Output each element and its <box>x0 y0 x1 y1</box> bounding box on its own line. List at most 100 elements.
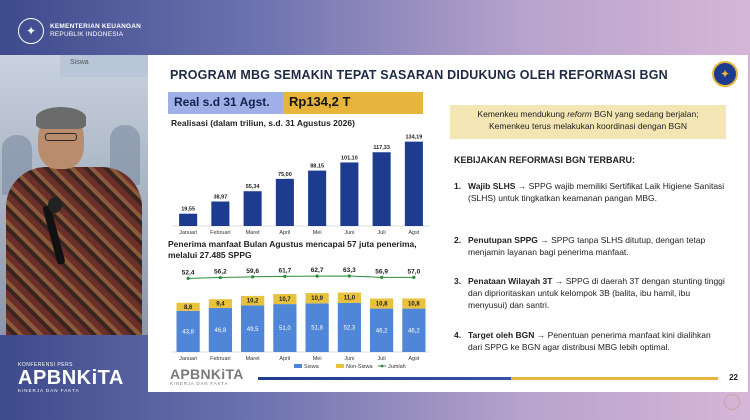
chart2-bar-siswa <box>176 310 200 352</box>
policy-heading: KEBIJAKAN REFORMASI BGN TERBARU: <box>454 155 636 165</box>
legend-swatch <box>294 364 302 368</box>
chart2-category-label: Juni <box>344 356 354 362</box>
chart2-siswa-label: 52,3 <box>344 325 356 331</box>
background-screen: Siswa <box>60 55 148 77</box>
chart2-bar-siswa <box>370 308 394 352</box>
slide-title: PROGRAM MBG SEMAKIN TEPAT SASARAN DIDUKU… <box>170 68 668 82</box>
chart1-bar <box>372 152 391 226</box>
chart2-bar-siswa <box>208 308 232 352</box>
legend-swatch <box>336 364 344 368</box>
legend-label: Jumlah <box>388 364 406 370</box>
chart1-value-label: 19,55 <box>181 207 195 213</box>
watermark-icon <box>724 394 740 410</box>
chart1-value-label: 101,10 <box>341 155 358 161</box>
policy-text: → SPPG tanpa SLHS ditutup, dengan tetap … <box>468 235 706 257</box>
chart2-bar-nonsiswa <box>370 298 394 309</box>
chart2-total-label: 62,7 <box>311 267 324 274</box>
policy-head: Penataan Wilayah 3T <box>468 276 553 286</box>
chart2-bar-siswa <box>402 308 426 352</box>
chart2-total-label: 57,0 <box>408 268 421 275</box>
chart2-total-point <box>218 275 222 280</box>
chart1-subtitle: Realisasi (dalam triliun, s.d. 31 Agustu… <box>171 118 355 128</box>
policy-item: 1. Wajib SLHS → SPPG wajib memiliki Sert… <box>454 180 726 204</box>
chart2-bar-nonsiswa <box>176 302 200 311</box>
chart1-value-label: 117,33 <box>373 145 390 151</box>
chart1-bar <box>275 178 294 226</box>
speaker-glasses <box>45 133 77 141</box>
chart2-total-line <box>188 275 414 279</box>
chart2-nonsiswa-label: 10,8 <box>376 302 388 308</box>
chart2-category-label: Mei <box>313 356 322 362</box>
legend-swatch-point <box>380 364 384 368</box>
chart2-total-label: 52,4 <box>182 269 195 276</box>
policy-number: 1. <box>454 181 462 191</box>
policy-item: 4. Target oleh BGN → Penentuan penerima … <box>454 329 726 353</box>
footer-divider <box>258 377 718 380</box>
policy-text: → SPPG wajib memiliki Sertifikat Laik Hi… <box>468 181 725 203</box>
speaker-video: Siswa <box>0 55 148 335</box>
microphone-head <box>48 197 62 213</box>
conference-logo: KONFERENSI PERS APBNKiTA KINERJA DAN FAK… <box>18 362 124 393</box>
chart2-nonsiswa-label: 9,4 <box>216 302 225 308</box>
policy-number: 4. <box>454 330 462 340</box>
chart2-total-label: 56,9 <box>375 268 388 275</box>
chart2-bar-siswa <box>305 303 329 352</box>
chart2-category-label: Juli <box>377 356 385 362</box>
policy-head: Target oleh BGN <box>468 330 535 340</box>
chart1-category-label: Januari <box>179 230 197 236</box>
chart2-nonsiswa-label: 10,8 <box>408 302 420 308</box>
chart2-bar-nonsiswa <box>273 294 297 305</box>
policy-text: → Penentuan penerima manfaat kini dialih… <box>468 330 711 352</box>
chart2-nonsiswa-label: 10,7 <box>279 297 291 303</box>
policy-text: → SPPG di daerah 3T dengan stunting ting… <box>468 276 725 310</box>
chart2-category-label: Agst <box>408 356 419 362</box>
footer-logo-tag: KINERJA DAN FAKTA <box>170 381 229 386</box>
chart2-bar-siswa <box>337 302 361 352</box>
chart1-category-label: Agst <box>408 230 419 236</box>
chart2-bar-nonsiswa <box>402 298 426 309</box>
brand-line-1: KEMENTERIAN KEUANGAN <box>50 23 142 30</box>
speaker-hair <box>36 107 86 129</box>
chart2-siswa-label: 46,2 <box>408 328 420 334</box>
chart1-value-label: 75,00 <box>278 172 292 178</box>
policy-item: 3. Penataan Wilayah 3T → SPPG di daerah … <box>454 275 726 311</box>
realization-bar-chart: 19,55 Januari 38,97 Februari 55,34 Maret 75,00… <box>172 135 430 236</box>
chart2-bar-siswa <box>273 304 297 352</box>
realization-value: Rp134,2 T <box>283 92 423 114</box>
chart1-value-label: 38,97 <box>213 195 227 201</box>
chart2-category-label: Februari <box>210 356 230 362</box>
brand-line-2: REPUBLIK INDONESIA <box>50 31 124 38</box>
chart2-total-label: 63,3 <box>343 267 356 274</box>
conference-tag: KINERJA DAN FAKTA <box>18 388 80 393</box>
chart2-nonsiswa-label: 10,2 <box>247 299 259 305</box>
chart1-category-label: April <box>279 230 290 236</box>
chart2-total-point <box>380 275 384 280</box>
beneficiaries-stacked-chart: 43,8 8,6 Januari 46,8 9,4 Februari 49,5 10,2 Mar… <box>172 267 430 370</box>
chart2-siswa-label: 46,8 <box>215 328 227 334</box>
legend-label: Non-Siswa <box>346 364 374 370</box>
policy-head: Wajib SLHS <box>468 181 516 191</box>
chart2-nonsiswa-label: 11,0 <box>344 296 356 302</box>
legend-label: Siswa <box>304 364 320 370</box>
policy-number: 3. <box>454 276 462 286</box>
chart1-bar <box>179 213 198 226</box>
chart2-nonsiswa-label: 10,9 <box>311 296 323 302</box>
chart1-value-label: 55,34 <box>246 184 261 190</box>
conference-small: KONFERENSI PERS <box>18 362 74 368</box>
chart2-bar-nonsiswa <box>337 292 361 303</box>
chart2-total-point <box>347 274 351 278</box>
kemenkeu-brand: ✦ KEMENTERIAN KEUANGAN REPUBLIK INDONESI… <box>18 18 141 44</box>
chart1-bar <box>243 191 262 226</box>
chart2-total-label: 61,7 <box>279 267 292 274</box>
brand-text: KEMENTERIAN KEUANGAN REPUBLIK INDONESIA <box>50 23 141 39</box>
chart2-total-label: 56,2 <box>214 269 227 276</box>
chart2-category-label: Januari <box>179 356 197 362</box>
chart1-category-label: Maret <box>246 230 261 236</box>
chart2-total-point <box>283 274 287 278</box>
page-number: 22 <box>729 373 738 382</box>
chart2-siswa-label: 49,5 <box>247 327 259 333</box>
footer-logo-text: APBNKiTA <box>170 366 244 382</box>
chart1-category-label: Juli <box>377 230 385 236</box>
policy-item: 2. Penutupan SPPG → SPPG tanpa SLHS ditu… <box>454 234 726 258</box>
kemenkeu-logo-icon: ✦ <box>712 61 738 87</box>
